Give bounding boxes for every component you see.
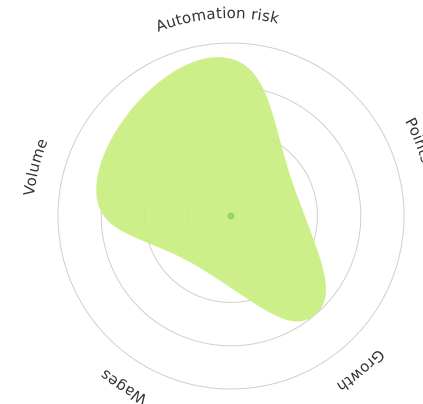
center-point <box>227 212 235 220</box>
axis-label-growth: Growth <box>333 346 388 396</box>
axis-label-automation-risk: Automation risk <box>153 4 281 36</box>
series-area <box>96 57 326 322</box>
axis-label-volume: Volume <box>20 136 51 197</box>
axis-label-points: Points <box>401 115 423 165</box>
grid-ring-4 <box>57 42 405 390</box>
axis-label-wages: Wages <box>97 366 150 404</box>
